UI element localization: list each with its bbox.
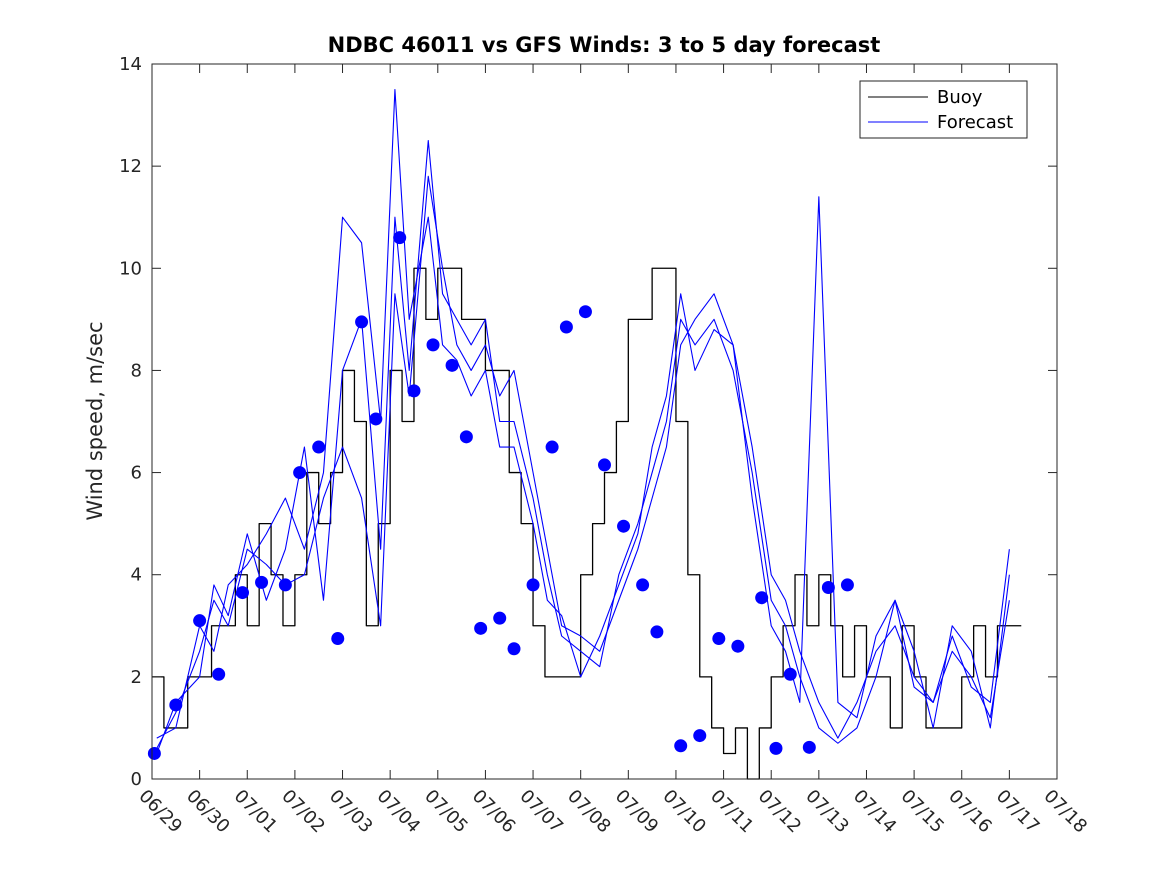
- forecast-marker: [393, 231, 407, 245]
- forecast-marker: [578, 305, 592, 319]
- forecast-marker: [147, 746, 161, 760]
- series-line-forecast-3: [156, 88, 1010, 739]
- chart-title: NDBC 46011 vs GFS Winds: 3 to 5 day fore…: [328, 33, 881, 57]
- forecast-marker: [293, 466, 307, 480]
- forecast-marker: [193, 614, 207, 628]
- forecast-marker: [693, 729, 707, 743]
- forecast-marker: [369, 412, 383, 426]
- legend-box: [859, 80, 1028, 139]
- forecast-marker: [355, 315, 369, 329]
- forecast-marker: [783, 667, 797, 681]
- y-tick-label: 6: [131, 463, 142, 484]
- forecast-marker: [802, 740, 816, 754]
- forecast-marker: [559, 320, 573, 334]
- axes-box: [151, 63, 1058, 780]
- legend-label-forecast: Forecast: [937, 112, 1013, 133]
- forecast-marker: [474, 621, 488, 635]
- y-tick-label: 0: [131, 769, 142, 790]
- forecast-marker: [821, 580, 835, 594]
- forecast-marker: [650, 625, 664, 639]
- forecast-marker: [769, 741, 783, 755]
- forecast-marker: [755, 591, 769, 605]
- forecast-marker: [674, 739, 688, 753]
- forecast-marker: [236, 586, 249, 600]
- plot-area: [152, 64, 1057, 779]
- forecast-marker: [407, 384, 421, 398]
- forecast-marker: [617, 519, 631, 533]
- forecast-marker: [169, 698, 183, 712]
- y-tick-label: 14: [119, 54, 142, 75]
- forecast-marker: [255, 575, 269, 589]
- forecast-marker: [636, 578, 650, 592]
- forecast-marker: [493, 611, 507, 625]
- forecast-marker: [598, 458, 611, 472]
- forecast-marker: [312, 440, 326, 454]
- y-tick-label: 12: [119, 156, 142, 177]
- y-tick-label: 4: [131, 565, 142, 586]
- y-tick-label: 10: [119, 258, 142, 279]
- forecast-marker: [445, 358, 459, 372]
- series-line-forecast-1: [156, 175, 1010, 749]
- legend: Buoy Forecast: [859, 80, 1028, 139]
- forecast-marker: [545, 440, 559, 454]
- y-axis-label: Wind speed, m/sec: [83, 321, 107, 520]
- forecast-marker: [840, 578, 854, 592]
- forecast-marker: [212, 667, 226, 681]
- forecast-marker: [331, 632, 345, 646]
- y-tick-label: 2: [131, 667, 142, 688]
- forecast-marker: [526, 578, 540, 592]
- forecast-marker: [278, 578, 292, 592]
- marker-layer: [147, 231, 854, 760]
- legend-label-buoy: Buoy: [937, 87, 983, 108]
- series-layer: [152, 88, 1022, 780]
- y-tick-label: 8: [131, 360, 142, 381]
- series-line-forecast-2: [156, 140, 1010, 754]
- forecast-marker: [459, 430, 473, 444]
- forecast-marker: [731, 639, 745, 653]
- forecast-marker: [507, 642, 521, 656]
- forecast-marker: [426, 338, 440, 352]
- forecast-marker: [712, 632, 726, 646]
